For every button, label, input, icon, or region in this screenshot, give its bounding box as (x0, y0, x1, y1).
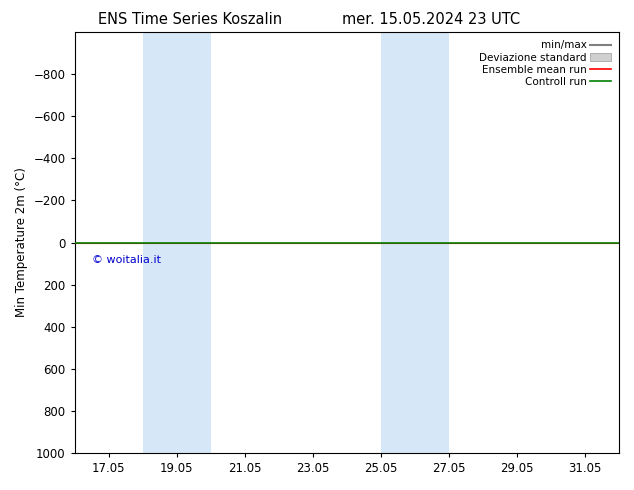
Legend: min/max, Deviazione standard, Ensemble mean run, Controll run: min/max, Deviazione standard, Ensemble m… (476, 37, 614, 90)
Bar (381, 32, 449, 453)
Text: © woitalia.it: © woitalia.it (92, 255, 160, 265)
Y-axis label: Min Temperature 2m (°C): Min Temperature 2m (°C) (15, 168, 28, 318)
Bar (143, 32, 210, 453)
Text: mer. 15.05.2024 23 UTC: mer. 15.05.2024 23 UTC (342, 12, 520, 27)
Text: ENS Time Series Koszalin: ENS Time Series Koszalin (98, 12, 282, 27)
